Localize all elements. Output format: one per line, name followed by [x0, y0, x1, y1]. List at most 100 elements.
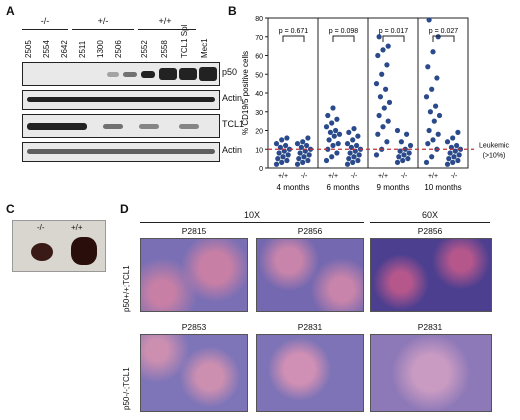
data-point — [455, 129, 461, 135]
band — [159, 68, 177, 80]
lane-label: 2506 — [114, 40, 123, 58]
data-point — [329, 154, 335, 160]
blot-row-label: Actin — [222, 93, 243, 103]
data-point — [451, 154, 457, 160]
blot-strip-actin-2 — [22, 142, 220, 162]
data-point — [376, 34, 382, 40]
micrograph — [140, 334, 248, 412]
data-point — [344, 161, 351, 167]
lane-label: Mec1 — [200, 38, 209, 58]
y-axis-label: % CD19/5 positive cells — [241, 51, 250, 135]
x-group-label: -/- — [451, 173, 458, 180]
data-point — [329, 120, 335, 126]
y-tick-label: 30 — [255, 110, 263, 117]
y-tick-label: 80 — [255, 16, 263, 23]
data-point — [351, 126, 357, 132]
data-point — [380, 47, 386, 53]
data-point — [429, 86, 435, 92]
lane-label: TCL1 Spl — [180, 24, 189, 58]
data-point — [297, 150, 303, 156]
micrograph — [140, 238, 248, 312]
band — [179, 68, 197, 80]
data-point — [301, 154, 307, 160]
data-point — [350, 159, 356, 165]
data-point — [425, 141, 431, 147]
panel-label-c: C — [6, 202, 15, 216]
data-point — [283, 142, 289, 149]
p-value-label: p = 0.027 — [429, 28, 458, 35]
data-point — [384, 62, 390, 68]
band — [199, 67, 217, 81]
data-point — [423, 159, 430, 165]
data-point — [447, 150, 453, 156]
scatter-chart: 0 10 20 30 40 50 60 70 80 % CD19/5 positive cells… — [241, 16, 509, 192]
lane-label: 2558 — [160, 40, 169, 58]
y-tick-label: 60 — [255, 54, 263, 61]
significance-bracket — [282, 35, 305, 42]
data-point — [284, 135, 290, 141]
data-point — [284, 157, 290, 164]
data-point — [385, 118, 391, 124]
data-point — [346, 129, 352, 135]
sample-id: P2856 — [417, 226, 443, 236]
panel-label-b: B — [228, 4, 237, 18]
sample-id: P2856 — [297, 226, 323, 236]
x-group-label: +/+ — [378, 173, 388, 180]
data-point — [355, 157, 361, 164]
data-point — [400, 157, 406, 164]
timepoint-label: 6 months — [327, 183, 360, 192]
data-point — [285, 152, 291, 158]
data-point — [273, 141, 280, 147]
data-point — [436, 112, 443, 119]
data-point — [444, 139, 451, 145]
band — [27, 97, 215, 102]
data-point — [305, 135, 311, 141]
group-label-ko: -/- — [40, 16, 50, 26]
band — [103, 124, 123, 129]
band — [27, 123, 87, 130]
y-tick-label: 10 — [255, 147, 263, 154]
data-point — [331, 133, 337, 139]
significance-bracket — [382, 35, 405, 42]
data-point — [456, 152, 462, 158]
panel-label-a: A — [6, 4, 15, 18]
data-point — [344, 141, 351, 147]
data-point — [305, 157, 311, 164]
p-value-label: p = 0.671 — [279, 28, 308, 35]
micrograph — [256, 238, 364, 312]
data-point — [300, 159, 306, 165]
timepoint-label: 10 months — [424, 183, 461, 192]
sample-id: P2853 — [181, 322, 207, 332]
lane-label: 2642 — [60, 40, 69, 58]
data-point — [346, 156, 352, 162]
data-point — [404, 131, 410, 137]
data-point — [398, 139, 404, 145]
band — [107, 72, 119, 77]
data-point — [355, 133, 361, 139]
x-group-label: +/+ — [328, 173, 338, 180]
data-point — [280, 154, 286, 160]
lane-label: 1300 — [96, 40, 105, 58]
significance-bracket — [432, 35, 455, 42]
data-point — [336, 131, 343, 137]
y-tick-label: 70 — [255, 35, 263, 42]
data-point — [275, 156, 281, 162]
panel-label-d: D — [120, 202, 129, 216]
x-group-label: -/- — [301, 173, 308, 180]
micrograph — [256, 334, 364, 412]
data-point — [300, 139, 306, 145]
data-point — [354, 142, 360, 149]
row-label-wt: p50+/+;TCL1 — [122, 265, 131, 312]
data-point — [385, 43, 391, 49]
data-point — [455, 157, 461, 164]
spleen-label-ko: -/- — [37, 223, 45, 232]
data-point — [406, 150, 412, 156]
data-point — [431, 118, 437, 124]
sample-id: P2815 — [181, 226, 207, 236]
data-point — [401, 152, 407, 158]
data-point — [433, 103, 439, 109]
data-point — [323, 124, 330, 130]
spleen-label-wt: +/+ — [71, 223, 83, 232]
spleen-wt — [71, 237, 97, 265]
data-point — [430, 137, 436, 143]
